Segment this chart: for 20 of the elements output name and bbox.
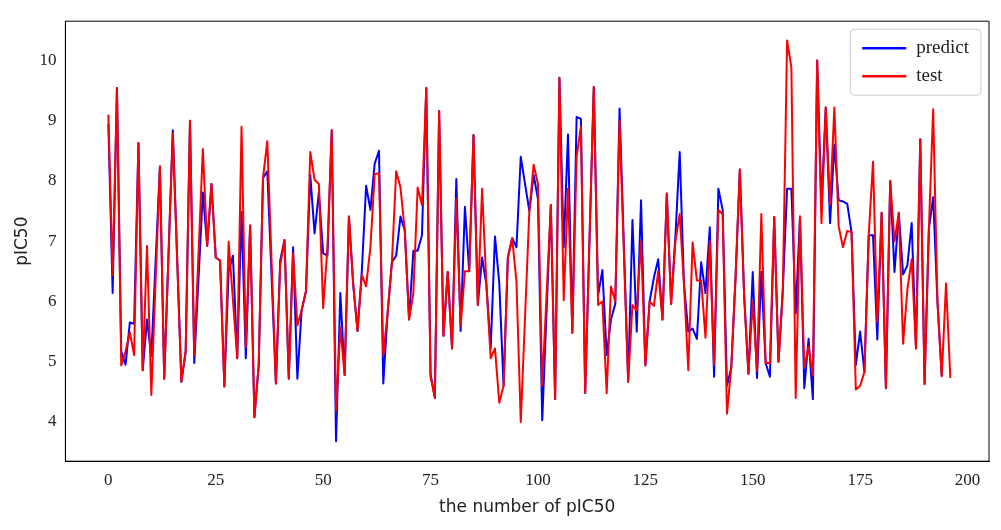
- y-axis-title: pIC50: [10, 216, 31, 266]
- x-tick-label: 200: [954, 469, 981, 489]
- x-tick-label: 50: [314, 469, 332, 489]
- y-tick-label: 4: [47, 411, 57, 431]
- x-tick-label: 150: [739, 469, 766, 489]
- x-tick-label: 25: [207, 469, 225, 489]
- legend-label: predict: [916, 36, 970, 58]
- x-tick-label: 125: [632, 469, 659, 489]
- legend-label: test: [916, 64, 944, 86]
- y-tick-label: 10: [39, 49, 57, 69]
- y-tick-label: 6: [47, 290, 57, 310]
- x-tick-label: 0: [104, 469, 113, 489]
- y-tick-label: 5: [47, 351, 57, 371]
- y-tick-label: 8: [47, 170, 57, 190]
- x-tick-label: 100: [525, 469, 551, 489]
- x-tick-label: 175: [847, 469, 873, 489]
- x-axis-title: the number of pIC50: [439, 496, 616, 517]
- y-tick-label: 7: [47, 230, 57, 250]
- y-tick-label: 9: [47, 110, 57, 130]
- x-tick-label: 75: [422, 469, 440, 489]
